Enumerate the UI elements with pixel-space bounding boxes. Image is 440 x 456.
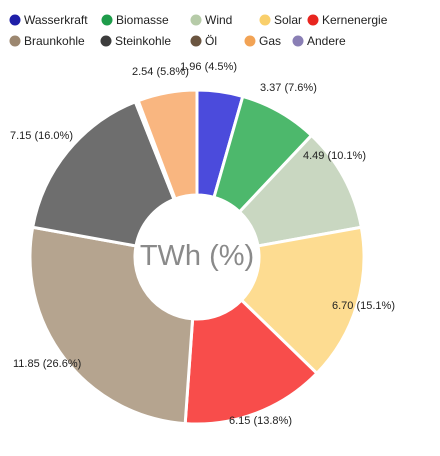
data-label-biomasse: 3.37 (7.6%) xyxy=(260,82,317,94)
data-label-kernenergie: 6.15 (13.8%) xyxy=(229,415,292,427)
legend-label-wasserkraft[interactable]: Wasserkraft xyxy=(24,13,88,27)
legend-swatch-solar xyxy=(259,14,271,26)
slice-gas[interactable] xyxy=(136,88,199,201)
legend-label-gas[interactable]: Gas xyxy=(259,34,281,48)
legend-swatch-andere xyxy=(292,35,304,47)
legend-swatch-steinkohle xyxy=(100,35,112,47)
data-label-steinkohle: 7.15 (16.0%) xyxy=(10,130,73,142)
legend-label-kernenergie[interactable]: Kernenergie xyxy=(322,13,388,27)
data-labels: 1.96 (4.5%) 3.37 (7.6%) 4.49 (10.1%) 6.70 (… xyxy=(10,61,395,427)
data-label-braunkohle: 11.85 (26.6%) xyxy=(13,358,81,370)
legend-swatch-wasserkraft xyxy=(9,14,21,26)
legend-label-braunkohle[interactable]: Braunkohle xyxy=(24,34,85,48)
slice-steinkohle[interactable] xyxy=(31,100,176,248)
data-label-gas: 2.54 (5.8%) xyxy=(132,66,189,78)
legend-swatch-gas xyxy=(244,35,256,47)
legend-swatch-biomasse xyxy=(101,14,113,26)
legend-label-steinkohle[interactable]: Steinkohle xyxy=(115,34,171,48)
legend: Wasserkraft Biomasse Wind Solar Kernenergie B… xyxy=(9,13,388,48)
legend-label-solar[interactable]: Solar xyxy=(274,13,302,27)
legend-label-andere[interactable]: Andere xyxy=(307,34,346,48)
slice-braunkohle[interactable] xyxy=(28,225,195,426)
chart-slices xyxy=(28,88,366,426)
legend-swatch-wind xyxy=(190,14,202,26)
center-label: TWh (%) xyxy=(140,240,254,272)
legend-swatch-kernenergie xyxy=(307,14,319,26)
data-label-solar: 6.70 (15.1%) xyxy=(332,300,395,312)
legend-label-wind[interactable]: Wind xyxy=(205,13,232,27)
legend-swatch-oel xyxy=(190,35,202,47)
legend-label-biomasse[interactable]: Biomasse xyxy=(116,13,169,27)
slice-kernenergie[interactable] xyxy=(183,298,319,426)
data-label-wind: 4.49 (10.1%) xyxy=(303,150,366,162)
legend-swatch-braunkohle xyxy=(9,35,21,47)
legend-label-oel[interactable]: Öl xyxy=(205,34,217,48)
data-label-wasserkraft: 1.96 (4.5%) xyxy=(180,61,237,73)
slice-solar[interactable] xyxy=(240,225,366,375)
